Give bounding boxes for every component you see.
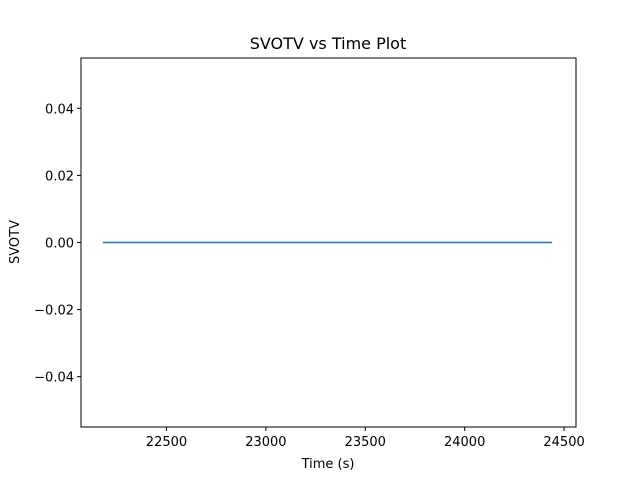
y-tick-label: 0.04 [45,102,74,117]
x-tick-label: 24000 [444,435,485,450]
y-tick-label: 0.00 [45,237,74,252]
y-axis-label: SVOTV [8,220,23,264]
x-axis-ticks: 22500 23000 23500 24000 24500 [146,427,585,450]
x-tick-label: 24500 [543,435,584,450]
x-tick-label: 23000 [245,435,286,450]
y-tick-label: −0.04 [34,371,74,386]
plot-frame [80,57,577,428]
x-tick-label: 23500 [345,435,386,450]
y-tick-label: −0.02 [34,304,74,319]
chart-title: SVOTV vs Time Plot [250,34,407,53]
x-tick-label: 22500 [146,435,187,450]
y-tick-label: 0.02 [45,169,74,184]
y-axis-ticks: −0.04 −0.02 0.00 0.02 0.04 [34,102,81,386]
x-axis-label: Time (s) [301,457,355,472]
